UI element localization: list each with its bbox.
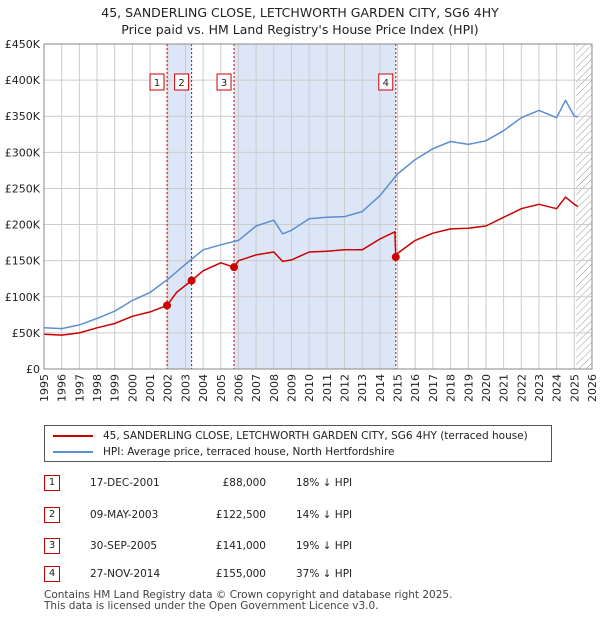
chart-legend: 45, SANDERLING CLOSE, LETCHWORTH GARDEN … — [44, 425, 552, 462]
footer-copyright: Contains HM Land Registry data © Crown c… — [44, 589, 453, 601]
table-row: 1 17-DEC-2001 £88,000 18% ↓ HPI — [0, 475, 600, 495]
transaction-number-label: 3 — [221, 78, 227, 89]
x-tick-label: 2023 — [533, 374, 546, 402]
property-price-line — [43, 196, 579, 336]
transaction-number-label: 2 — [178, 78, 184, 89]
legend-item-hpi: HPI: Average price, terraced house, Nort… — [53, 444, 395, 460]
row-price: £141,000 — [215, 540, 266, 552]
row-hpi-delta: 18% ↓ HPI — [296, 477, 353, 489]
title-address: 45, SANDERLING CLOSE, LETCHWORTH GARDEN … — [101, 5, 499, 20]
y-tick-label: £400K — [5, 74, 41, 87]
x-tick-label: 2014 — [374, 374, 387, 402]
x-tick-label: 2020 — [480, 374, 493, 402]
y-tick-label: £450K — [5, 38, 41, 51]
x-tick-label: 2015 — [392, 374, 405, 402]
price-chart: 1 2 3 4 £0 £50K £100K £150K £200K £250K £300K £350… — [5, 38, 599, 402]
transaction-number-label: 4 — [383, 78, 389, 89]
table-row: 4 27-NOV-2014 £155,000 37% ↓ HPI — [0, 566, 600, 586]
x-tick-label: 2001 — [144, 374, 157, 402]
row-price: £122,500 — [215, 509, 266, 521]
x-tick-label: 2016 — [409, 374, 422, 402]
x-tick-label: 2008 — [268, 374, 281, 402]
y-tick-label: £350K — [5, 110, 41, 123]
x-tick-label: 1995 — [38, 374, 51, 402]
row-price: £88,000 — [222, 477, 266, 489]
table-row: 2 09-MAY-2003 £122,500 14% ↓ HPI — [0, 507, 600, 527]
x-tick-label: 2011 — [321, 374, 334, 402]
row-hpi-delta: 19% ↓ HPI — [296, 540, 353, 552]
x-tick-label: 2007 — [250, 374, 263, 402]
row-number-badge: 2 — [44, 507, 60, 523]
y-tick-label: £300K — [5, 146, 41, 159]
x-tick-label: 2010 — [303, 374, 316, 402]
legend-item-property: 45, SANDERLING CLOSE, LETCHWORTH GARDEN … — [53, 428, 528, 444]
x-tick-label: 1997 — [73, 374, 86, 402]
row-date: 27-NOV-2014 — [90, 568, 161, 580]
plot-frame — [43, 43, 593, 370]
title-subtitle: Price paid vs. HM Land Registry's House … — [121, 22, 479, 37]
table-row: 3 30-SEP-2005 £141,000 19% ↓ HPI — [0, 538, 600, 558]
y-tick-label: £250K — [5, 182, 41, 195]
x-tick-label: 2005 — [215, 374, 228, 402]
row-date: 09-MAY-2003 — [90, 509, 159, 521]
x-tick-label: 2002 — [162, 374, 175, 402]
row-date: 30-SEP-2005 — [90, 540, 158, 552]
row-number-badge: 4 — [44, 566, 60, 582]
x-tick-label: 2009 — [285, 374, 298, 402]
x-tick-label: 2022 — [515, 374, 528, 402]
y-tick-label: £200K — [5, 219, 41, 232]
x-tick-label: 2024 — [551, 374, 564, 402]
row-number-badge: 3 — [44, 538, 60, 554]
row-date: 17-DEC-2001 — [90, 477, 160, 489]
x-tick-label: 1999 — [109, 374, 122, 402]
transaction-number-box — [378, 73, 394, 91]
ownership-shade — [234, 44, 396, 369]
x-tick-label: 2018 — [445, 374, 458, 402]
footer-license: This data is licensed under the Open Gov… — [44, 600, 379, 612]
x-tick-label: 2021 — [498, 374, 511, 402]
row-price: £155,000 — [215, 568, 266, 580]
legend-swatch-property — [53, 435, 93, 437]
row-hpi-delta: 37% ↓ HPI — [296, 568, 353, 580]
x-tick-label: 2012 — [339, 374, 352, 402]
x-tick-label: 2026 — [586, 374, 599, 402]
hpi-line — [43, 99, 579, 330]
x-tick-label: 1996 — [56, 374, 69, 402]
legend-label-hpi: HPI: Average price, terraced house, Nort… — [103, 446, 395, 458]
transaction-point — [230, 263, 239, 272]
chart-title: 45, SANDERLING CLOSE, LETCHWORTH GARDEN … — [0, 4, 600, 38]
transaction-point — [187, 276, 196, 285]
x-tick-label: 2006 — [232, 374, 245, 402]
transaction-point — [391, 253, 400, 262]
transaction-point — [163, 301, 172, 310]
y-tick-label: £150K — [5, 255, 41, 268]
x-tick-label: 2019 — [462, 374, 475, 402]
y-tick-label: £0 — [26, 363, 40, 376]
legend-swatch-hpi — [53, 451, 93, 453]
x-tick-label: 2000 — [126, 374, 139, 402]
transaction-number-box — [149, 73, 165, 91]
transaction-number-box — [174, 73, 190, 91]
x-tick-label: 2013 — [356, 374, 369, 402]
footer-attribution: Contains HM Land Registry data © Crown c… — [44, 590, 452, 612]
x-tick-label: 2025 — [568, 374, 581, 402]
x-tick-label: 2004 — [197, 374, 210, 402]
transaction-number-label: 1 — [154, 78, 160, 89]
x-tick-label: 2017 — [427, 374, 440, 402]
ownership-shade — [167, 44, 192, 369]
legend-label-property: 45, SANDERLING CLOSE, LETCHWORTH GARDEN … — [103, 430, 528, 442]
y-tick-label: £50K — [12, 327, 41, 340]
x-tick-label: 1998 — [91, 374, 104, 402]
row-number-badge: 1 — [44, 475, 60, 491]
transaction-number-box — [216, 73, 232, 91]
row-hpi-delta: 14% ↓ HPI — [296, 509, 353, 521]
y-tick-label: £100K — [5, 291, 41, 304]
x-tick-label: 2003 — [179, 374, 192, 402]
forecast-hatch — [576, 44, 592, 369]
